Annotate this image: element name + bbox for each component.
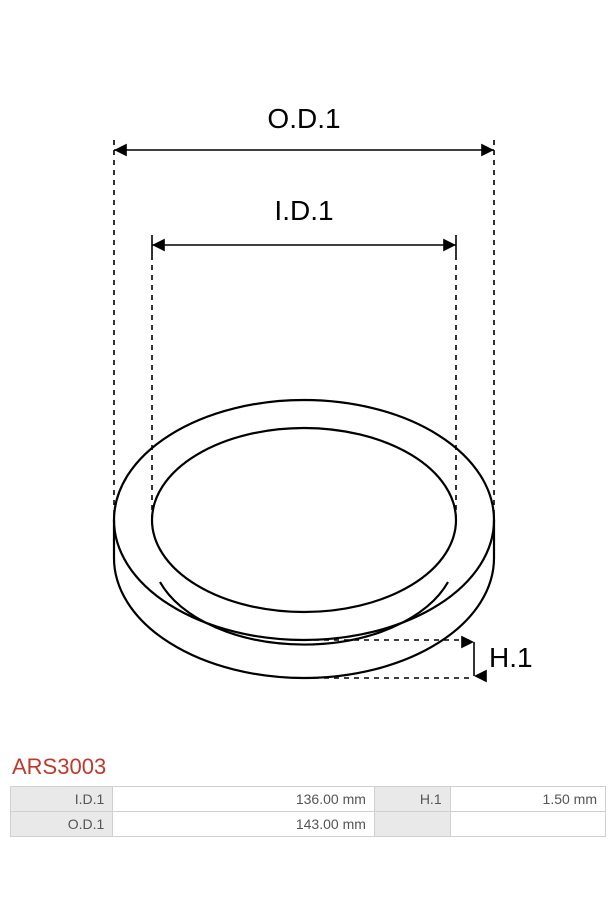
ring-outer-top <box>114 400 494 640</box>
ring-inner-bottom <box>160 582 448 645</box>
cell-value: 136.00 mm <box>113 787 375 812</box>
cell-param: I.D.1 <box>11 787 113 812</box>
cell-param: H.1 <box>374 787 450 812</box>
ring-diagram: O.D.1 I.D.1 <box>74 90 534 710</box>
table-row: O.D.1 143.00 mm <box>11 812 606 837</box>
cell-value <box>450 812 605 837</box>
spec-table: I.D.1 136.00 mm H.1 1.50 mm O.D.1 143.00… <box>10 786 606 837</box>
cell-value: 143.00 mm <box>113 812 375 837</box>
part-code: ARS3003 <box>12 754 598 780</box>
cell-param <box>374 812 450 837</box>
table-row: I.D.1 136.00 mm H.1 1.50 mm <box>11 787 606 812</box>
cell-param: O.D.1 <box>11 812 113 837</box>
ring-inner-top <box>152 428 456 612</box>
cell-value: 1.50 mm <box>450 787 605 812</box>
label-od1: O.D.1 <box>267 103 340 134</box>
ring-outer-bottom <box>114 558 494 678</box>
page-root: O.D.1 I.D.1 <box>0 0 608 847</box>
diagram-container: O.D.1 I.D.1 <box>10 10 598 750</box>
label-h1: H.1 <box>489 642 533 673</box>
label-id1: I.D.1 <box>274 195 333 226</box>
